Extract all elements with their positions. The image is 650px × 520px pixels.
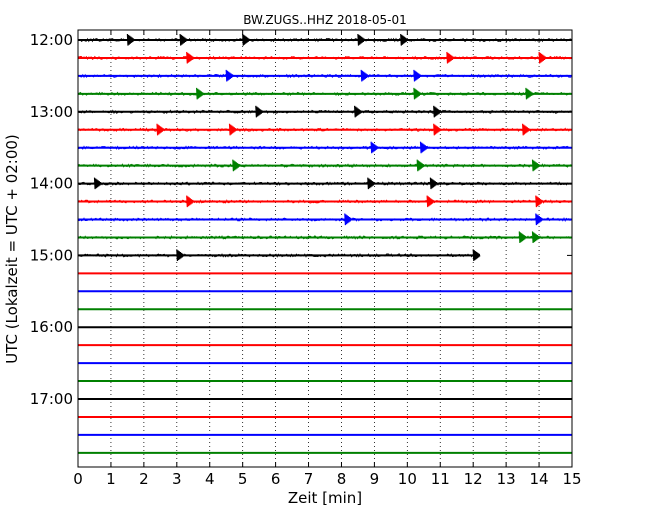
y-tick-label: 12:00 xyxy=(30,31,73,49)
trace-event xyxy=(472,249,481,261)
trace-event xyxy=(535,213,543,226)
trace-event xyxy=(255,105,263,118)
trace xyxy=(77,123,572,136)
x-tick-label: 7 xyxy=(304,470,314,488)
trace-event xyxy=(93,177,102,190)
x-tick-label: 2 xyxy=(139,470,149,488)
trace-event xyxy=(179,33,188,46)
trace-event xyxy=(186,51,194,64)
trace xyxy=(77,177,572,190)
x-tick-label: 5 xyxy=(238,470,248,488)
trace-event xyxy=(446,51,455,64)
trace-event xyxy=(370,141,379,154)
trace xyxy=(77,87,572,100)
trace-event xyxy=(186,195,194,208)
trace xyxy=(77,249,481,261)
x-tick-label: 10 xyxy=(398,470,417,488)
grid-lines xyxy=(110,30,540,467)
trace-event xyxy=(525,87,534,100)
trace-noise xyxy=(77,73,572,79)
x-tick-label: 1 xyxy=(106,470,116,488)
x-tick-label: 12 xyxy=(464,470,483,488)
trace-event xyxy=(433,123,441,136)
trace-event xyxy=(419,141,428,154)
trace-event xyxy=(357,33,366,46)
trace-event xyxy=(535,195,543,208)
trace-event xyxy=(228,123,237,136)
chart-title: BW.ZUGS..HHZ 2018-05-01 xyxy=(243,13,406,27)
trace-noise xyxy=(77,199,572,204)
trace-event xyxy=(522,123,530,136)
x-tick-label: 6 xyxy=(271,470,281,488)
x-axis: 0 1 2 3 4 5 6 7 8 9 10 11 12 13 14 15 xyxy=(73,30,582,488)
trace-event xyxy=(242,33,250,46)
y-tick-label: 14:00 xyxy=(30,175,73,193)
x-tick-label: 9 xyxy=(370,470,380,488)
trace xyxy=(77,69,572,82)
trace-noise xyxy=(77,163,572,169)
trace-event xyxy=(344,213,352,226)
trace-event xyxy=(232,159,240,172)
y-tick-label: 17:00 xyxy=(30,390,73,408)
trace xyxy=(77,195,572,208)
y-tick-label: 16:00 xyxy=(30,318,73,336)
trace-event xyxy=(126,33,135,46)
trace-noise xyxy=(77,37,572,43)
trace xyxy=(77,141,572,154)
traces-group xyxy=(77,33,572,454)
trace-event xyxy=(413,69,422,82)
trace-event xyxy=(400,33,408,46)
trace-event xyxy=(354,105,362,118)
x-tick-label: 15 xyxy=(562,470,581,488)
trace-event xyxy=(196,87,204,100)
x-tick-label: 13 xyxy=(497,470,516,488)
x-tick-label: 4 xyxy=(205,470,215,488)
trace xyxy=(77,105,572,118)
trace-event xyxy=(360,69,369,82)
y-axis: 12:00 13:00 14:00 15:00 16:00 17:00 xyxy=(30,31,572,408)
trace-event xyxy=(225,69,234,82)
trace-noise xyxy=(77,91,572,97)
trace-event xyxy=(433,105,441,118)
trace-event xyxy=(518,231,527,244)
x-tick-label: 11 xyxy=(431,470,450,488)
x-tick-label: 3 xyxy=(172,470,182,488)
trace-event xyxy=(156,123,165,136)
x-tick-label: 14 xyxy=(530,470,549,488)
trace-event xyxy=(531,159,540,172)
x-tick-label: 8 xyxy=(337,470,347,488)
y-tick-label: 15:00 xyxy=(30,246,73,264)
trace-noise xyxy=(77,109,572,115)
trace-event xyxy=(413,87,422,100)
trace-noise xyxy=(77,145,572,150)
x-axis-label: Zeit [min] xyxy=(288,489,362,507)
trace-event xyxy=(176,249,184,261)
trace xyxy=(77,51,572,64)
trace-event xyxy=(426,195,435,208)
y-tick-label: 13:00 xyxy=(30,103,73,121)
trace xyxy=(77,33,572,46)
trace-event xyxy=(367,177,375,190)
plot-frame xyxy=(77,29,573,468)
trace-noise xyxy=(77,217,572,222)
trace xyxy=(77,213,572,226)
y-axis-label: UTC (Lokalzeit = UTC + 02:00) xyxy=(3,134,21,364)
trace-noise xyxy=(77,181,572,186)
trace-event xyxy=(538,51,547,64)
trace-noise xyxy=(77,235,572,240)
trace-event xyxy=(429,177,438,190)
trace xyxy=(77,231,572,244)
trace-event xyxy=(416,159,425,172)
trace-noise xyxy=(77,253,479,258)
trace xyxy=(77,159,572,172)
trace-noise xyxy=(77,55,572,61)
x-tick-label: 0 xyxy=(73,470,83,488)
trace-event xyxy=(531,231,540,244)
